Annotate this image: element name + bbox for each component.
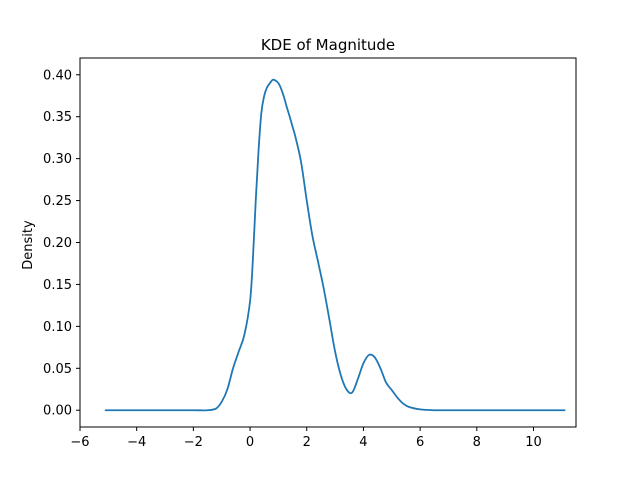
y-tick-label: 0.30 <box>43 152 72 167</box>
y-axis-label: Density <box>21 220 36 270</box>
x-tick-label: 0 <box>246 435 254 450</box>
y-tick-label: 0.25 <box>43 194 72 209</box>
kde-density-line <box>104 78 566 412</box>
x-tick-label: 8 <box>473 435 481 450</box>
y-tick-label: 0.05 <box>43 362 72 377</box>
y-tick-label: 0.20 <box>43 236 72 251</box>
x-tick-label: 4 <box>359 435 367 450</box>
x-tick-label: −6 <box>70 435 89 450</box>
chart-title: KDE of Magnitude <box>261 36 395 54</box>
x-tick-label: −2 <box>184 435 203 450</box>
y-tick-label: 0.35 <box>43 110 72 125</box>
x-axis: −6 −4 −2 0 2 4 6 8 10 <box>70 427 542 450</box>
x-tick-label: 2 <box>303 435 311 450</box>
x-tick-label: −4 <box>127 435 146 450</box>
y-tick-label: 0.00 <box>43 404 72 419</box>
y-tick-label: 0.10 <box>43 320 72 335</box>
plot-frame <box>79 57 577 428</box>
x-tick-label: 6 <box>416 435 424 450</box>
y-tick-label: 0.40 <box>43 68 72 83</box>
x-tick-label: 10 <box>525 435 542 450</box>
y-tick-label: 0.15 <box>43 278 72 293</box>
y-axis: 0.00 0.05 0.10 0.15 0.20 0.25 0.30 0.35 0.40 <box>43 68 80 419</box>
